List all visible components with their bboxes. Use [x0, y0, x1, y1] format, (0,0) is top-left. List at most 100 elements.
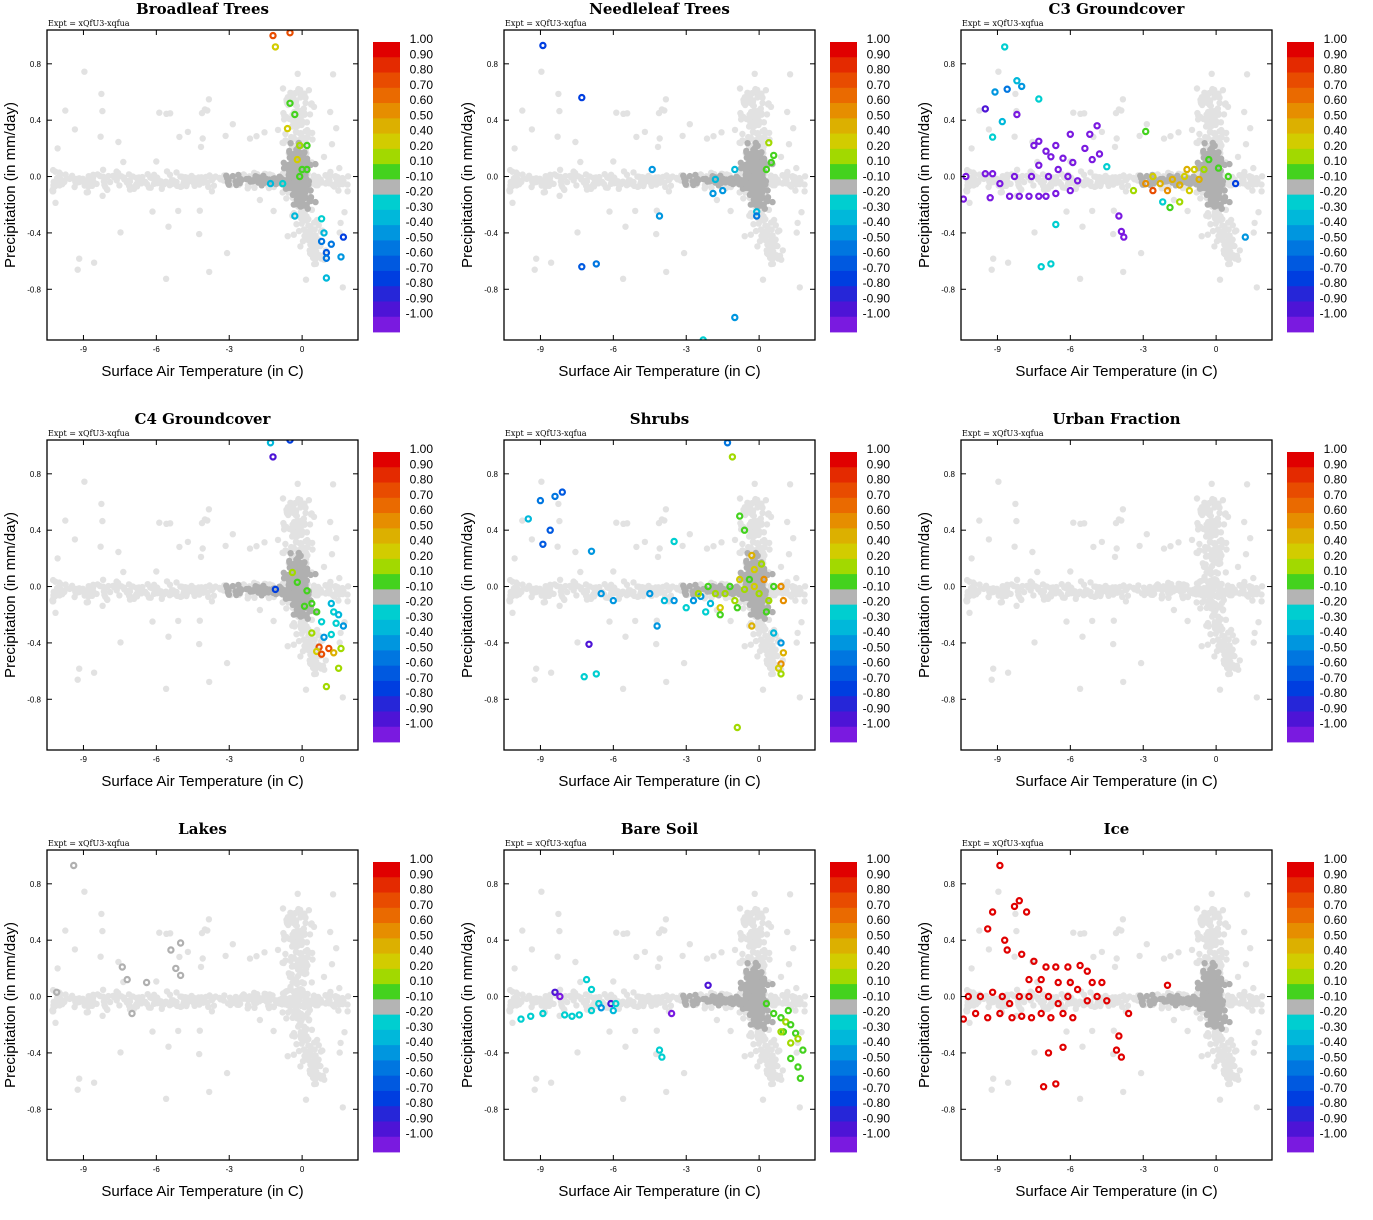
background-point	[1241, 109, 1247, 115]
background-point	[97, 544, 103, 550]
background-point	[1167, 133, 1173, 139]
background-point	[85, 593, 91, 599]
background-point	[337, 639, 343, 645]
data-point	[1187, 188, 1192, 193]
background-point	[173, 179, 179, 185]
background-point	[81, 69, 87, 75]
panel-title: Needleleaf Trees	[589, 0, 730, 18]
background-point	[335, 587, 341, 593]
background-point	[653, 586, 659, 592]
background-point	[556, 518, 562, 524]
colorbar-label: 0.50	[410, 108, 434, 122]
neutral-point	[1213, 173, 1219, 179]
colorbar-label: 0.10	[1324, 154, 1348, 168]
data-point	[983, 106, 988, 111]
neutral-point	[1211, 182, 1217, 188]
background-point	[1213, 118, 1219, 124]
background-point	[727, 208, 733, 214]
background-point	[624, 582, 630, 588]
background-point	[660, 584, 666, 590]
background-point	[52, 593, 58, 599]
background-point	[747, 113, 753, 119]
colorbar-swatch	[1287, 240, 1314, 256]
background-point	[1216, 128, 1222, 134]
colorbar-label: 0.10	[867, 154, 891, 168]
background-point	[780, 590, 786, 596]
neutral-point	[264, 588, 270, 594]
background-point	[93, 591, 99, 597]
background-point	[76, 666, 82, 672]
background-point	[587, 173, 593, 179]
background-point	[582, 588, 588, 594]
background-point	[509, 593, 515, 599]
background-point	[1227, 261, 1233, 267]
colorbar-swatch	[1287, 88, 1314, 104]
background-point	[257, 197, 263, 203]
colorbar-label: -0.10	[406, 169, 434, 183]
background-point	[345, 583, 351, 589]
background-point	[280, 85, 286, 91]
background-point	[1114, 135, 1120, 141]
background-point	[1063, 208, 1069, 214]
background-point	[557, 174, 563, 180]
background-point	[275, 127, 281, 133]
background-point	[1014, 167, 1020, 173]
data-point	[334, 621, 339, 626]
background-point	[245, 595, 251, 601]
background-point	[1244, 71, 1250, 77]
background-point	[532, 267, 538, 273]
background-point	[203, 174, 209, 180]
background-point	[655, 554, 661, 560]
background-point	[1111, 208, 1117, 214]
background-point	[196, 176, 202, 182]
colorbar-swatch	[373, 271, 400, 287]
data-point	[1000, 119, 1005, 124]
data-point	[1002, 44, 1007, 49]
background-point	[1120, 269, 1126, 275]
background-point	[130, 583, 136, 589]
neutral-point	[759, 191, 765, 197]
colorbar-swatch	[373, 620, 400, 636]
background-point	[622, 634, 628, 640]
background-point	[1207, 101, 1213, 107]
colorbar-label: -0.30	[406, 610, 434, 624]
background-point	[995, 69, 1001, 75]
background-point	[759, 538, 765, 544]
background-point	[307, 230, 313, 236]
colorbar-swatch	[373, 452, 400, 468]
background-point	[116, 592, 122, 598]
neutral-point	[1201, 140, 1207, 146]
background-point	[327, 519, 333, 525]
background-point	[986, 126, 992, 132]
background-point	[301, 105, 307, 111]
background-point	[209, 176, 215, 182]
background-point	[530, 180, 536, 186]
background-point	[1099, 129, 1105, 135]
data-point	[710, 191, 715, 196]
background-point	[1237, 247, 1243, 253]
background-point	[610, 568, 616, 574]
background-point	[313, 671, 319, 677]
data-point	[579, 95, 584, 100]
colorbar-swatch	[1287, 210, 1314, 226]
neutral-point	[255, 584, 261, 590]
background-point	[663, 679, 669, 685]
colorbar-label: -0.90	[1320, 292, 1348, 306]
background-point	[1219, 237, 1225, 243]
neutral-point	[237, 176, 243, 182]
neutral-point	[296, 610, 302, 616]
colorbar-label: 0.70	[867, 78, 891, 92]
background-point	[1096, 174, 1102, 180]
colorbar-swatch	[373, 528, 400, 544]
background-point	[1199, 233, 1205, 239]
colorbar-swatch	[830, 195, 857, 211]
background-point	[759, 128, 765, 134]
background-point	[297, 243, 303, 249]
background-point	[577, 159, 583, 165]
y-tick-label: 0.8	[30, 60, 42, 69]
background-point	[173, 589, 179, 595]
colorbar-label: 0.90	[410, 457, 434, 471]
background-point	[1110, 176, 1116, 182]
neutral-point	[1226, 199, 1232, 205]
